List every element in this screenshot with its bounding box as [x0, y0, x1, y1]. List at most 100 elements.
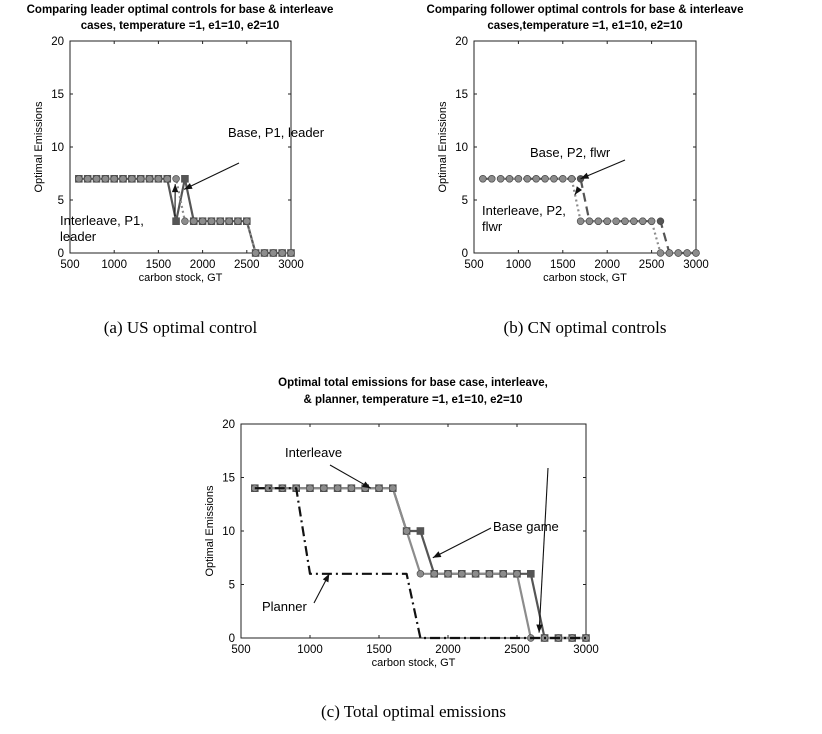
data-point — [199, 218, 206, 225]
data-point — [568, 175, 575, 182]
annotation-arrow — [184, 163, 239, 189]
data-point — [515, 175, 522, 182]
data-point — [146, 175, 153, 182]
data-point — [630, 218, 637, 225]
annotation-label: Planner — [262, 599, 307, 614]
x-tick-label: 2000 — [435, 644, 461, 656]
chart-2: Optimal total emissions for base case, i… — [204, 377, 599, 721]
y-tick-label: 20 — [51, 36, 64, 48]
x-tick-label: 1000 — [297, 644, 323, 656]
series-line — [255, 488, 586, 638]
data-point — [93, 175, 100, 182]
x-tick-label: 3000 — [683, 259, 709, 271]
annotation-label: Base, P2, flwr — [530, 145, 611, 160]
x-tick-label: 1500 — [366, 644, 392, 656]
data-point — [376, 485, 383, 492]
data-point — [288, 250, 295, 257]
annotation-arrowhead — [323, 574, 330, 583]
data-point — [684, 250, 691, 257]
data-point — [307, 485, 314, 492]
data-point — [270, 250, 277, 257]
data-point — [613, 218, 620, 225]
data-point — [666, 250, 673, 257]
annotation-label: Interleave — [285, 445, 342, 460]
data-point — [479, 175, 486, 182]
data-point — [279, 250, 286, 257]
series-1 — [251, 485, 589, 642]
x-tick-label: 500 — [464, 259, 483, 271]
data-point — [533, 175, 540, 182]
x-tick-label: 2000 — [190, 259, 216, 271]
annotation-label: Interleave, P2, — [482, 203, 566, 218]
y-tick-label: 15 — [51, 89, 64, 101]
x-tick-label: 3000 — [278, 259, 304, 271]
y-tick-label: 0 — [58, 248, 64, 260]
data-point — [586, 218, 593, 225]
y-tick-label: 10 — [455, 142, 468, 154]
data-point — [226, 218, 233, 225]
y-tick-label: 20 — [455, 36, 468, 48]
data-point — [137, 175, 144, 182]
data-point — [190, 218, 197, 225]
y-tick-label: 5 — [229, 580, 235, 592]
data-point — [622, 218, 629, 225]
data-point — [75, 175, 82, 182]
series-0 — [252, 485, 590, 641]
x-tick-label: 2500 — [639, 259, 665, 271]
data-point — [431, 570, 438, 577]
data-point — [235, 218, 242, 225]
data-point — [639, 218, 646, 225]
data-point — [506, 175, 513, 182]
y-tick-label: 5 — [462, 195, 468, 207]
data-point — [155, 175, 162, 182]
annotation-arrowhead — [575, 186, 582, 194]
data-point — [604, 218, 611, 225]
y-tick-label: 10 — [222, 526, 235, 538]
chart-title-line: cases, temperature =1, e1=10, e2=10 — [81, 20, 280, 32]
data-point — [102, 175, 109, 182]
data-point — [514, 570, 521, 577]
chart-title-line: cases,temperature =1, e1=10, e2=10 — [487, 20, 682, 32]
data-point — [595, 218, 602, 225]
data-point — [128, 175, 135, 182]
data-point — [217, 218, 224, 225]
y-tick-label: 10 — [51, 142, 64, 154]
y-axis-label: Optimal Emissions — [437, 101, 449, 193]
data-point — [675, 250, 682, 257]
x-tick-label: 2500 — [504, 644, 530, 656]
y-axis-label: Optimal Emissions — [33, 101, 45, 193]
data-point — [445, 570, 452, 577]
data-point — [524, 175, 531, 182]
data-point — [417, 528, 424, 535]
series-line — [255, 488, 586, 638]
data-point — [173, 175, 180, 182]
data-point — [657, 218, 664, 225]
data-point — [528, 571, 535, 578]
data-point — [497, 175, 504, 182]
data-point — [417, 570, 424, 577]
annotation-arrow — [539, 468, 548, 633]
data-point — [252, 250, 259, 257]
annotation-label: Base, P1, leader — [228, 125, 325, 140]
x-tick-label: 1500 — [146, 259, 172, 271]
data-point — [120, 175, 127, 182]
data-point — [261, 250, 268, 257]
x-tick-label: 500 — [231, 644, 250, 656]
figure-caption: (c) Total optimal emissions — [321, 702, 506, 721]
data-point — [182, 218, 189, 225]
annotation-label: leader — [60, 229, 97, 244]
x-tick-label: 1000 — [506, 259, 532, 271]
data-point — [348, 485, 355, 492]
x-tick-label: 500 — [60, 259, 79, 271]
data-point — [559, 175, 566, 182]
data-point — [577, 218, 584, 225]
data-point — [403, 528, 410, 535]
data-point — [693, 250, 700, 257]
data-point — [577, 175, 584, 182]
data-point — [486, 570, 493, 577]
data-point — [488, 175, 495, 182]
x-tick-label: 1000 — [101, 259, 127, 271]
data-point — [84, 175, 91, 182]
